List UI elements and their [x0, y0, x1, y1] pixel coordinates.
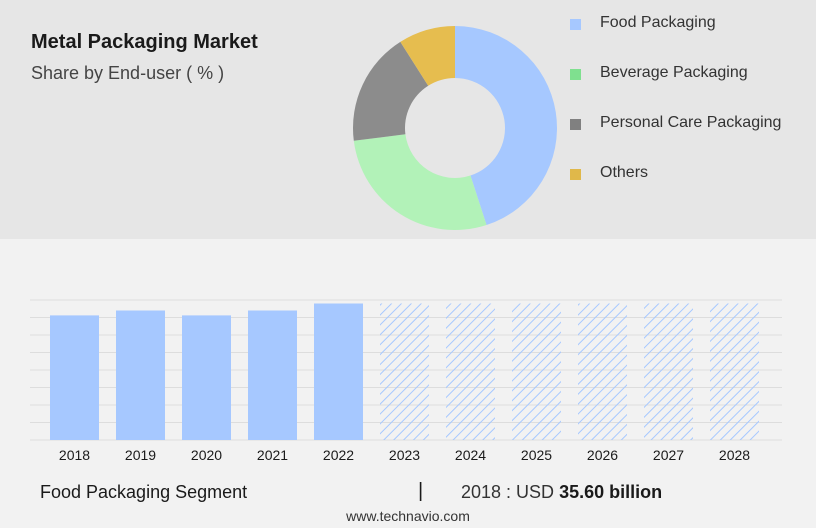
x-tick-labels: 2018 2019 2020 2021 2022 2023 2024 2025 2026 2027… [59, 447, 750, 463]
x-tick-2026: 2026 [587, 447, 618, 463]
x-tick-2018: 2018 [59, 447, 90, 463]
x-tick-2028: 2028 [719, 447, 750, 463]
bar-2024-forecast [446, 303, 495, 440]
legend-label: Others [600, 164, 649, 181]
bar-2019 [116, 310, 165, 440]
bar-2025-forecast [512, 303, 561, 440]
legend-label: Beverage Packaging [600, 64, 748, 81]
bar-2021 [248, 310, 297, 440]
segment-label: Food Packaging Segment [40, 482, 248, 502]
stat-value: 35.60 billion [559, 482, 663, 502]
x-tick-2020: 2020 [191, 447, 222, 463]
bar-chart: 2018 2019 2020 2021 2022 2023 2024 2025 2026 2027… [30, 299, 782, 463]
x-tick-2024: 2024 [455, 447, 486, 463]
x-tick-2025: 2025 [521, 447, 552, 463]
segment-stat: 2018 : USD 35.60 billion [461, 482, 662, 503]
legend-swatch [570, 119, 581, 130]
bar-2022 [314, 303, 363, 440]
donut-slice-food-packaging [455, 26, 557, 226]
bar-2023-forecast [380, 303, 429, 440]
donut-chart [353, 26, 557, 230]
footer-separator: | [418, 480, 424, 502]
donut-slice-personal-care-packaging [353, 41, 429, 141]
chart-subtitle: Share by End-user ( % ) [31, 63, 225, 83]
legend-swatch [570, 19, 581, 30]
donut-slice-others [400, 26, 455, 86]
legend-label: Food Packaging [600, 14, 716, 31]
bar-2027-forecast [644, 303, 693, 440]
x-tick-2022: 2022 [323, 447, 354, 463]
x-tick-2021: 2021 [257, 447, 288, 463]
bar-2026-forecast [578, 303, 627, 440]
legend-swatch [570, 69, 581, 80]
bar-2018 [50, 315, 99, 440]
bar-marks [50, 303, 759, 440]
stat-prefix: 2018 : USD [461, 482, 555, 502]
legend-label: Personal Care Packaging [600, 114, 782, 131]
source-url: www.technavio.com [346, 508, 470, 524]
bar-2020 [182, 315, 231, 440]
x-tick-2027: 2027 [653, 447, 684, 463]
x-tick-2019: 2019 [125, 447, 156, 463]
chart-title: Metal Packaging Market [31, 31, 258, 53]
x-tick-2023: 2023 [389, 447, 420, 463]
bar-2028-forecast [710, 303, 759, 440]
legend-swatch [570, 169, 581, 180]
donut-slice-beverage-packaging [353, 134, 487, 230]
